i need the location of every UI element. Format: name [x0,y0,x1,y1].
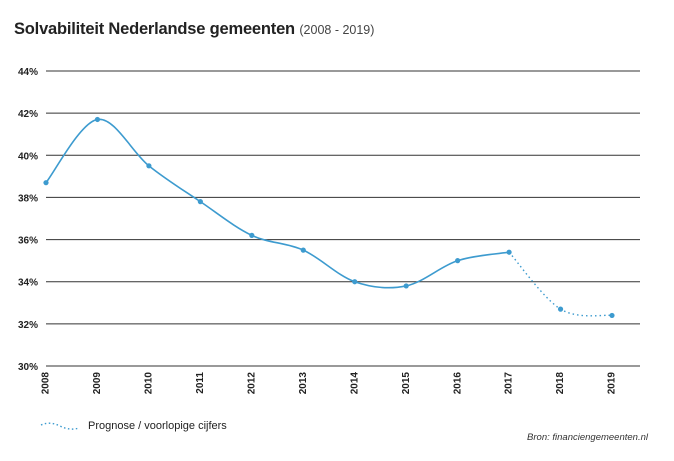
data-point-2014 [352,279,358,285]
y-tick-label: 42% [18,109,38,120]
series-line-actual [45,118,510,289]
x-tick-label: 2013 [298,372,309,395]
x-tick-label: 2011 [195,372,206,394]
data-point-2013 [300,247,306,253]
data-point-2012 [249,232,255,238]
legend-label: Prognose / voorlopige cijfers [88,420,227,432]
y-tick-label: 40% [18,151,38,162]
data-point-2009 [94,116,101,123]
y-tick-label: 36% [18,236,38,247]
data-point-2011 [197,199,203,205]
x-tick-label: 2017 [504,372,515,395]
legend: Prognose / voorlopige cijfers [40,420,227,432]
y-tick-label: 34% [18,278,38,289]
x-tick-label: 2012 [246,372,257,395]
y-tick-label: 44% [18,67,38,78]
x-tick-label: 2018 [555,372,566,395]
y-tick-label: 30% [18,362,38,373]
y-tick-label: 38% [18,193,38,204]
chart-title-main: Solvabiliteit Nederlandse gemeenten [14,20,295,38]
x-tick-label: 2008 [41,372,52,395]
chart-title: Solvabiliteit Nederlandse gemeenten (200… [14,20,374,39]
x-tick-label: 2014 [349,372,360,395]
data-point-2019 [609,312,615,319]
data-point-2016 [455,258,461,264]
data-point-2017 [506,249,512,255]
legend-dotted-line-icon [40,422,80,430]
x-tick-label: 2009 [92,372,103,395]
x-tick-label: 2016 [452,372,463,395]
series-line-forecast [508,251,613,317]
x-tick-label: 2015 [401,372,412,395]
y-tick-label: 32% [18,320,38,331]
data-point-2010 [146,163,152,169]
data-point-2008 [43,180,49,186]
x-tick-label: 2019 [607,372,618,395]
x-tick-label: 2010 [144,372,155,395]
data-point-2015 [403,283,409,289]
chart-subtitle: (2008 - 2019) [299,23,375,37]
data-point-2018 [557,306,564,312]
source-note: Bron: financiengemeenten.nl [527,432,648,443]
